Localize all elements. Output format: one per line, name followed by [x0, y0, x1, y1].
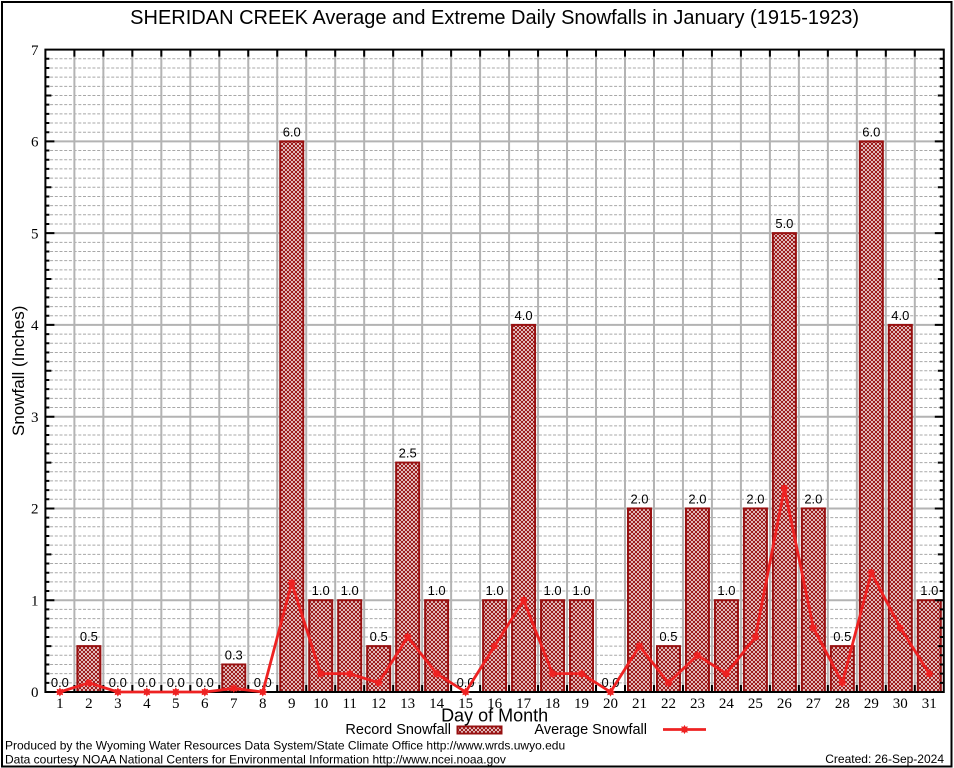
svg-text:1.0: 1.0: [428, 583, 446, 598]
svg-text:28: 28: [835, 696, 850, 712]
svg-text:0.0: 0.0: [196, 675, 214, 690]
svg-text:6.0: 6.0: [283, 124, 301, 139]
svg-text:9: 9: [288, 696, 296, 712]
svg-text:2.0: 2.0: [804, 492, 822, 507]
svg-text:0.5: 0.5: [659, 629, 677, 644]
svg-text:SHERIDAN CREEK Average and Ext: SHERIDAN CREEK Average and Extreme Daily…: [130, 7, 859, 29]
svg-text:1: 1: [31, 593, 39, 609]
svg-text:6.0: 6.0: [862, 124, 880, 139]
svg-text:Produced by the Wyoming Water: Produced by the Wyoming Water Resources …: [5, 739, 565, 753]
svg-text:0.3: 0.3: [225, 648, 243, 663]
svg-text:2.5: 2.5: [399, 446, 417, 461]
svg-text:0: 0: [31, 685, 39, 701]
svg-text:Day of Month: Day of Month: [441, 706, 548, 726]
svg-text:Data courtesy NOAA National Ce: Data courtesy NOAA National Centers for …: [5, 753, 506, 767]
svg-text:11: 11: [342, 696, 356, 712]
svg-text:6: 6: [31, 135, 39, 151]
svg-text:5: 5: [172, 696, 180, 712]
svg-text:2.0: 2.0: [688, 492, 706, 507]
svg-text:4.0: 4.0: [891, 308, 909, 323]
svg-text:0.5: 0.5: [833, 629, 851, 644]
svg-text:26: 26: [777, 696, 793, 712]
svg-text:4: 4: [31, 318, 39, 334]
svg-text:1.0: 1.0: [717, 583, 735, 598]
svg-text:14: 14: [429, 696, 445, 712]
svg-text:2.0: 2.0: [630, 492, 648, 507]
svg-text:18: 18: [545, 696, 560, 712]
svg-text:6: 6: [201, 696, 209, 712]
svg-text:7: 7: [31, 43, 39, 59]
svg-text:4.0: 4.0: [515, 308, 533, 323]
svg-text:2: 2: [31, 502, 39, 518]
svg-text:0.0: 0.0: [138, 675, 156, 690]
svg-text:1.0: 1.0: [572, 583, 590, 598]
svg-text:Record Snowfall: Record Snowfall: [345, 722, 451, 738]
svg-text:20: 20: [603, 696, 618, 712]
svg-text:2: 2: [85, 696, 93, 712]
svg-text:0.0: 0.0: [109, 675, 127, 690]
svg-text:29: 29: [864, 696, 879, 712]
svg-text:17: 17: [516, 696, 532, 712]
svg-text:1.0: 1.0: [341, 583, 359, 598]
svg-text:5: 5: [31, 226, 39, 242]
svg-text:0.0: 0.0: [167, 675, 185, 690]
svg-text:1.0: 1.0: [544, 583, 562, 598]
svg-text:19: 19: [574, 696, 589, 712]
svg-text:0.0: 0.0: [51, 675, 69, 690]
svg-text:1.0: 1.0: [920, 583, 938, 598]
svg-text:15: 15: [458, 696, 473, 712]
svg-text:30: 30: [893, 696, 908, 712]
svg-text:Snowfall (Inches): Snowfall (Inches): [9, 306, 28, 436]
svg-text:2.0: 2.0: [746, 492, 764, 507]
svg-text:21: 21: [632, 696, 647, 712]
svg-text:5.0: 5.0: [775, 216, 793, 231]
svg-text:1: 1: [56, 696, 64, 712]
svg-text:7: 7: [230, 696, 238, 712]
svg-text:31: 31: [922, 696, 937, 712]
svg-text:8: 8: [259, 696, 267, 712]
svg-text:1.0: 1.0: [486, 583, 504, 598]
svg-text:Created: 26-Sep-2024: Created: 26-Sep-2024: [825, 752, 944, 766]
svg-text:24: 24: [719, 696, 735, 712]
svg-text:16: 16: [487, 696, 503, 712]
svg-text:10: 10: [313, 696, 328, 712]
svg-text:23: 23: [690, 696, 705, 712]
svg-text:1.0: 1.0: [312, 583, 330, 598]
svg-text:22: 22: [661, 696, 676, 712]
svg-text:25: 25: [748, 696, 763, 712]
svg-text:4: 4: [143, 696, 151, 712]
svg-text:13: 13: [400, 696, 415, 712]
svg-text:3: 3: [114, 696, 122, 712]
svg-text:0.5: 0.5: [80, 629, 98, 644]
svg-text:27: 27: [806, 696, 822, 712]
svg-text:12: 12: [371, 696, 386, 712]
svg-text:0.5: 0.5: [370, 629, 388, 644]
svg-text:Average Snowfall: Average Snowfall: [534, 722, 647, 738]
svg-text:3: 3: [31, 410, 39, 426]
